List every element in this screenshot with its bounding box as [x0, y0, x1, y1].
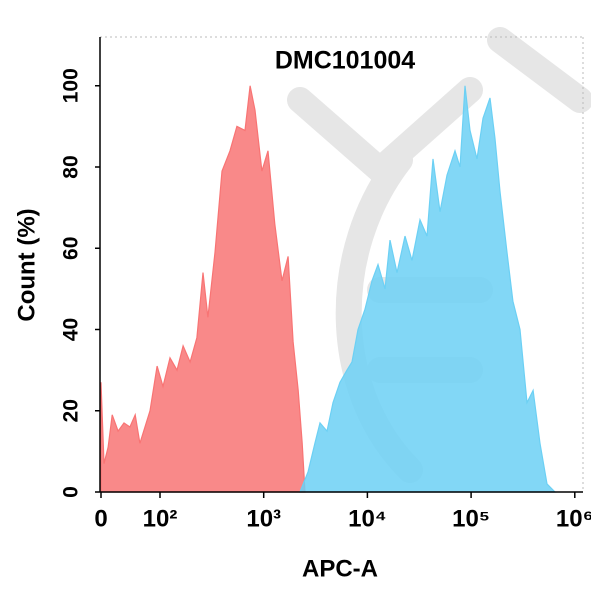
x-tick-label: 0: [94, 505, 107, 532]
x-axis-label: APC-A: [302, 555, 378, 582]
x-tick-label: 10²: [143, 505, 178, 532]
watermark-shape: [487, 27, 591, 113]
histogram-area: [100, 85, 306, 493]
x-tick-label: 10³: [246, 505, 281, 532]
y-tick-label: 100: [60, 68, 83, 103]
x-tick-label: 10⁶: [556, 505, 591, 532]
histogram-area: [299, 85, 557, 493]
y-tick-label: 0: [60, 486, 83, 498]
chart-title: DMC101004: [275, 47, 415, 75]
y-tick-label: 20: [60, 399, 83, 422]
y-tick-label: 60: [60, 237, 83, 260]
y-tick-label: 40: [60, 318, 83, 341]
y-tick-label: 80: [60, 155, 83, 178]
x-tick-label: 10⁴: [348, 505, 387, 532]
x-tick-label: 10⁵: [452, 505, 490, 532]
y-axis-label: Count (%): [13, 208, 40, 321]
watermark-shape: [287, 77, 483, 188]
